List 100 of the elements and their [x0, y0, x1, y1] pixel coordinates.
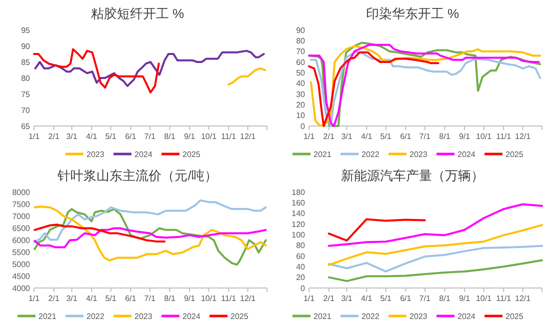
x-tick-label: 1/1	[28, 294, 40, 303]
x-tick-label: 11/1	[496, 294, 512, 303]
x-tick-label: 3/1	[341, 294, 353, 303]
x-tick-label: 8/1	[439, 294, 451, 303]
x-tick-label: 7/1	[144, 132, 156, 141]
legend-label: 2023	[410, 150, 428, 159]
y-tick-label: 85	[21, 58, 31, 67]
y-tick-label: 120	[292, 220, 306, 229]
line-series	[34, 224, 166, 242]
x-tick-label: 4/1	[86, 294, 98, 303]
legend-label: 2024	[182, 312, 201, 321]
x-tick-label: 4/1	[361, 132, 373, 141]
x-tick-label: 2/1	[48, 132, 60, 141]
x-tick-label: 8/1	[164, 294, 176, 303]
y-tick-label: 90	[296, 26, 306, 35]
x-tick-label: 3/1	[66, 132, 78, 141]
line-series	[328, 203, 543, 247]
x-tick-label: 9/1	[184, 132, 196, 141]
y-tick-label: 20	[296, 273, 306, 282]
legend-label: 2025	[506, 150, 524, 159]
chart-title: 印染华东开工 %	[366, 6, 460, 21]
x-tick-label: 6/1	[400, 294, 412, 303]
y-tick-label: 80	[296, 241, 306, 250]
x-tick-label: 11/1	[221, 132, 237, 141]
y-tick-label: 60	[296, 252, 306, 261]
line-series	[34, 50, 265, 87]
y-tick-label: 75	[21, 90, 31, 99]
y-tick-label: 90	[21, 42, 31, 51]
x-tick-label: 8/1	[439, 132, 451, 141]
legend-label: 2024	[134, 150, 153, 159]
legend-label: 2022	[86, 312, 105, 321]
x-tick-label: 2/1	[323, 132, 335, 141]
x-tick-label: 5/1	[380, 132, 392, 141]
line-series	[34, 199, 267, 244]
x-tick-label: 9/1	[458, 294, 471, 303]
line-series	[34, 227, 267, 248]
legend-label: 2025	[506, 312, 524, 321]
x-tick-label: 6/1	[125, 294, 137, 303]
y-tick-label: 6500	[12, 224, 31, 233]
y-tick-label: 4500	[12, 272, 31, 281]
y-tick-label: 30	[296, 90, 306, 99]
legend-label: 2023	[134, 312, 153, 321]
x-tick-label: 12/1	[515, 294, 532, 303]
y-tick-label: 100	[292, 230, 306, 240]
x-tick-label: 1/1	[303, 294, 316, 303]
x-tick-label: 1/1	[303, 132, 316, 141]
y-tick-label: 7500	[12, 200, 31, 209]
legend-label: 2022	[362, 150, 380, 159]
x-tick-label: 8/1	[164, 132, 176, 141]
line-series	[228, 67, 266, 86]
x-tick-label: 4/1	[361, 294, 373, 303]
x-tick-label: 11/1	[496, 132, 512, 141]
y-tick-label: 10	[296, 111, 306, 120]
x-tick-label: 9/1	[458, 132, 471, 141]
y-tick-label: 40	[296, 262, 306, 272]
x-tick-label: 5/1	[105, 132, 117, 141]
legend-label: 2023	[86, 150, 105, 159]
y-tick-label: 80	[21, 74, 31, 83]
legend-label: 2024	[458, 150, 476, 159]
x-tick-label: 12/1	[515, 132, 532, 141]
chart-title: 针叶浆山东主流价（元/吨）	[56, 168, 218, 183]
x-tick-label: 4/1	[86, 132, 98, 141]
x-tick-label: 5/1	[105, 294, 117, 303]
x-tick-label: 10/1	[200, 132, 218, 141]
x-tick-label: 10/1	[476, 132, 492, 141]
x-tick-label: 3/1	[341, 132, 353, 141]
x-tick-label: 1/1	[28, 132, 40, 141]
x-tick-label: 10/1	[200, 294, 218, 303]
y-tick-label: 5500	[12, 248, 31, 257]
legend-label: 2021	[38, 312, 57, 321]
line-series	[328, 259, 543, 282]
legend-label: 2024	[458, 312, 476, 321]
y-tick-label: 65	[21, 122, 31, 131]
legend-label: 2022	[362, 312, 380, 321]
legend-label: 2021	[314, 312, 332, 321]
y-tick-label: 6000	[12, 236, 31, 245]
x-tick-label: 5/1	[380, 294, 392, 303]
line-series	[308, 51, 440, 127]
chart-title: 粘胶短纤开工 %	[90, 6, 185, 21]
y-tick-label: 70	[296, 47, 306, 56]
x-tick-label: 12/1	[240, 294, 256, 303]
y-tick-label: 80	[296, 36, 306, 46]
y-tick-label: 40	[296, 79, 306, 88]
y-tick-label: 0	[300, 284, 306, 293]
y-tick-label: 50	[296, 68, 306, 78]
legend-label: 2025	[182, 150, 201, 159]
y-tick-label: 70	[21, 106, 31, 115]
y-tick-label: 140	[292, 209, 306, 218]
line-series	[328, 224, 543, 266]
x-tick-label: 2/1	[48, 294, 60, 303]
y-tick-label: 180	[292, 188, 306, 197]
y-tick-label: 160	[292, 198, 306, 208]
y-tick-label: 95	[21, 26, 31, 35]
y-tick-label: 5000	[12, 260, 31, 269]
x-tick-label: 12/1	[240, 132, 256, 141]
line-series	[328, 244, 543, 272]
x-tick-label: 3/1	[66, 294, 78, 303]
x-tick-label: 2/1	[323, 294, 335, 303]
line-series	[328, 218, 426, 242]
y-tick-label: 7000	[12, 212, 31, 221]
